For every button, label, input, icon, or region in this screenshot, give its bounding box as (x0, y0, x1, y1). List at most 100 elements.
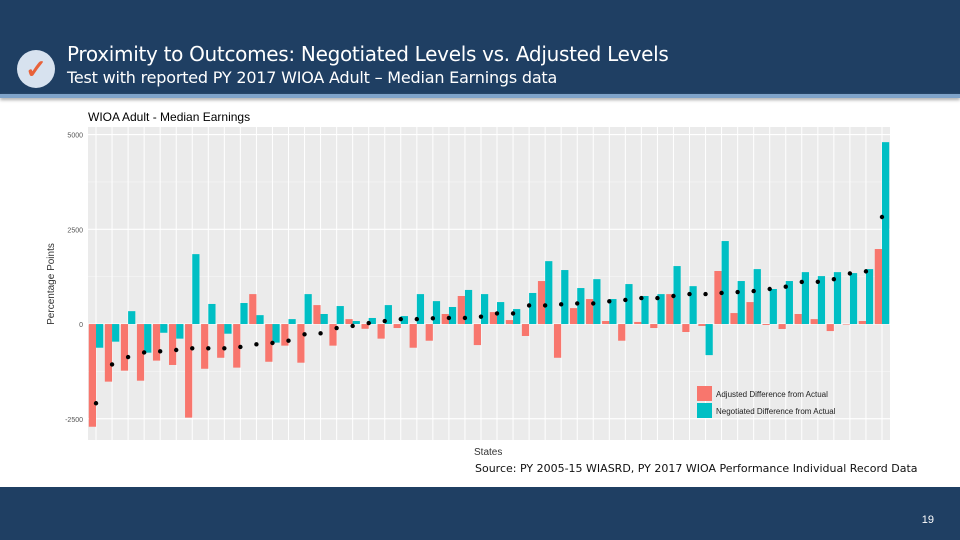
bar-negotiated (256, 315, 264, 325)
bar-adjusted (489, 312, 498, 325)
bar-negotiated (240, 303, 248, 325)
data-point (687, 291, 692, 297)
data-point (671, 293, 676, 299)
bar-adjusted (393, 324, 401, 329)
bar-negotiated (721, 241, 729, 325)
data-point (783, 284, 788, 289)
bar-negotiated (208, 303, 216, 325)
y-tick-label: -2500 (65, 417, 83, 424)
bar-adjusted (169, 324, 177, 365)
data-point (334, 325, 339, 331)
data-point (494, 311, 500, 316)
data-point (510, 311, 516, 316)
bar-adjusted (217, 324, 225, 358)
bar-negotiated (801, 272, 809, 325)
bar-adjusted (265, 324, 273, 362)
bar-negotiated (288, 319, 296, 325)
bar-adjusted (714, 270, 722, 325)
data-point (847, 271, 853, 276)
bar-negotiated (464, 289, 473, 325)
bar-adjusted (345, 319, 353, 325)
data-point (607, 299, 612, 304)
bar-adjusted (185, 324, 193, 418)
bar-negotiated (657, 294, 665, 325)
data-point (735, 289, 740, 295)
data-point (222, 346, 227, 351)
data-point (703, 291, 708, 297)
data-point (751, 288, 756, 294)
bar-negotiated (529, 292, 537, 325)
data-point (254, 342, 259, 347)
bar-negotiated (432, 301, 441, 325)
bar-negotiated (176, 324, 184, 339)
bar-adjusted (634, 321, 642, 325)
data-point (93, 401, 99, 406)
chart: WIOA Adult - Median Earnings Percentage … (46, 110, 890, 458)
bar-negotiated (609, 299, 617, 325)
bar-adjusted (152, 324, 161, 361)
bar-adjusted (409, 324, 417, 348)
bar-adjusted (553, 324, 562, 358)
bar-adjusted (120, 324, 129, 371)
bar-adjusted (650, 324, 658, 329)
bar-negotiated (849, 273, 858, 325)
bar-negotiated (785, 281, 793, 325)
data-point (350, 323, 355, 329)
data-point (446, 315, 452, 321)
bar-negotiated (689, 286, 697, 325)
data-point (125, 354, 131, 360)
bar-negotiated (128, 311, 136, 325)
bar-adjusted (666, 294, 674, 325)
bar-adjusted (233, 324, 241, 368)
data-point (414, 316, 420, 322)
bar-adjusted (730, 313, 738, 325)
bar-negotiated (112, 324, 120, 342)
data-point (879, 214, 885, 220)
header-divider (0, 94, 960, 98)
bar-adjusted (377, 324, 385, 339)
bar-negotiated (160, 324, 168, 333)
bar-negotiated (497, 302, 505, 325)
data-point (366, 320, 371, 326)
bar-negotiated (224, 324, 232, 334)
data-point (767, 286, 772, 292)
data-point (542, 303, 548, 308)
data-point (302, 332, 307, 337)
y-tick-label: 5000 (67, 133, 83, 140)
bar-negotiated (753, 269, 761, 325)
data-point (109, 362, 115, 367)
bar-adjusted (794, 314, 802, 325)
bar-negotiated (625, 284, 633, 325)
bar-negotiated (144, 324, 152, 353)
checkmark-icon: ✓ (17, 50, 55, 88)
bar-adjusted (457, 296, 465, 325)
y-tick-label: 0 (79, 322, 83, 329)
bar-adjusted (778, 324, 786, 329)
slide-subtitle: Test with reported PY 2017 WIOA Adult – … (67, 68, 558, 87)
bar-adjusted (473, 324, 481, 346)
legend-label: Adjusted Difference from Actual (716, 390, 828, 399)
bar-negotiated (561, 270, 569, 325)
legend-swatch (697, 386, 712, 401)
page-number: 19 (921, 514, 934, 526)
bar-adjusted (570, 308, 578, 325)
data-point (799, 279, 804, 285)
bar-adjusted (361, 324, 369, 329)
bar-negotiated (881, 142, 890, 325)
bar-adjusted (762, 324, 770, 325)
header-bar: ✓ Proximity to Outcomes: Negotiated Leve… (0, 0, 960, 94)
bar-negotiated (416, 294, 425, 325)
bar-adjusted (136, 324, 145, 381)
bar-negotiated (400, 316, 408, 325)
bar-adjusted (537, 281, 546, 325)
data-point (478, 314, 484, 319)
bar-adjusted (698, 324, 706, 326)
data-point (398, 316, 403, 322)
bar-negotiated (336, 306, 344, 325)
y-tick-label: 2500 (67, 227, 83, 234)
bar-negotiated (769, 288, 777, 325)
bar-negotiated (304, 294, 312, 325)
legend-label: Negotiated Difference from Actual (716, 407, 836, 416)
data-point (655, 295, 660, 301)
bar-negotiated (817, 276, 826, 325)
